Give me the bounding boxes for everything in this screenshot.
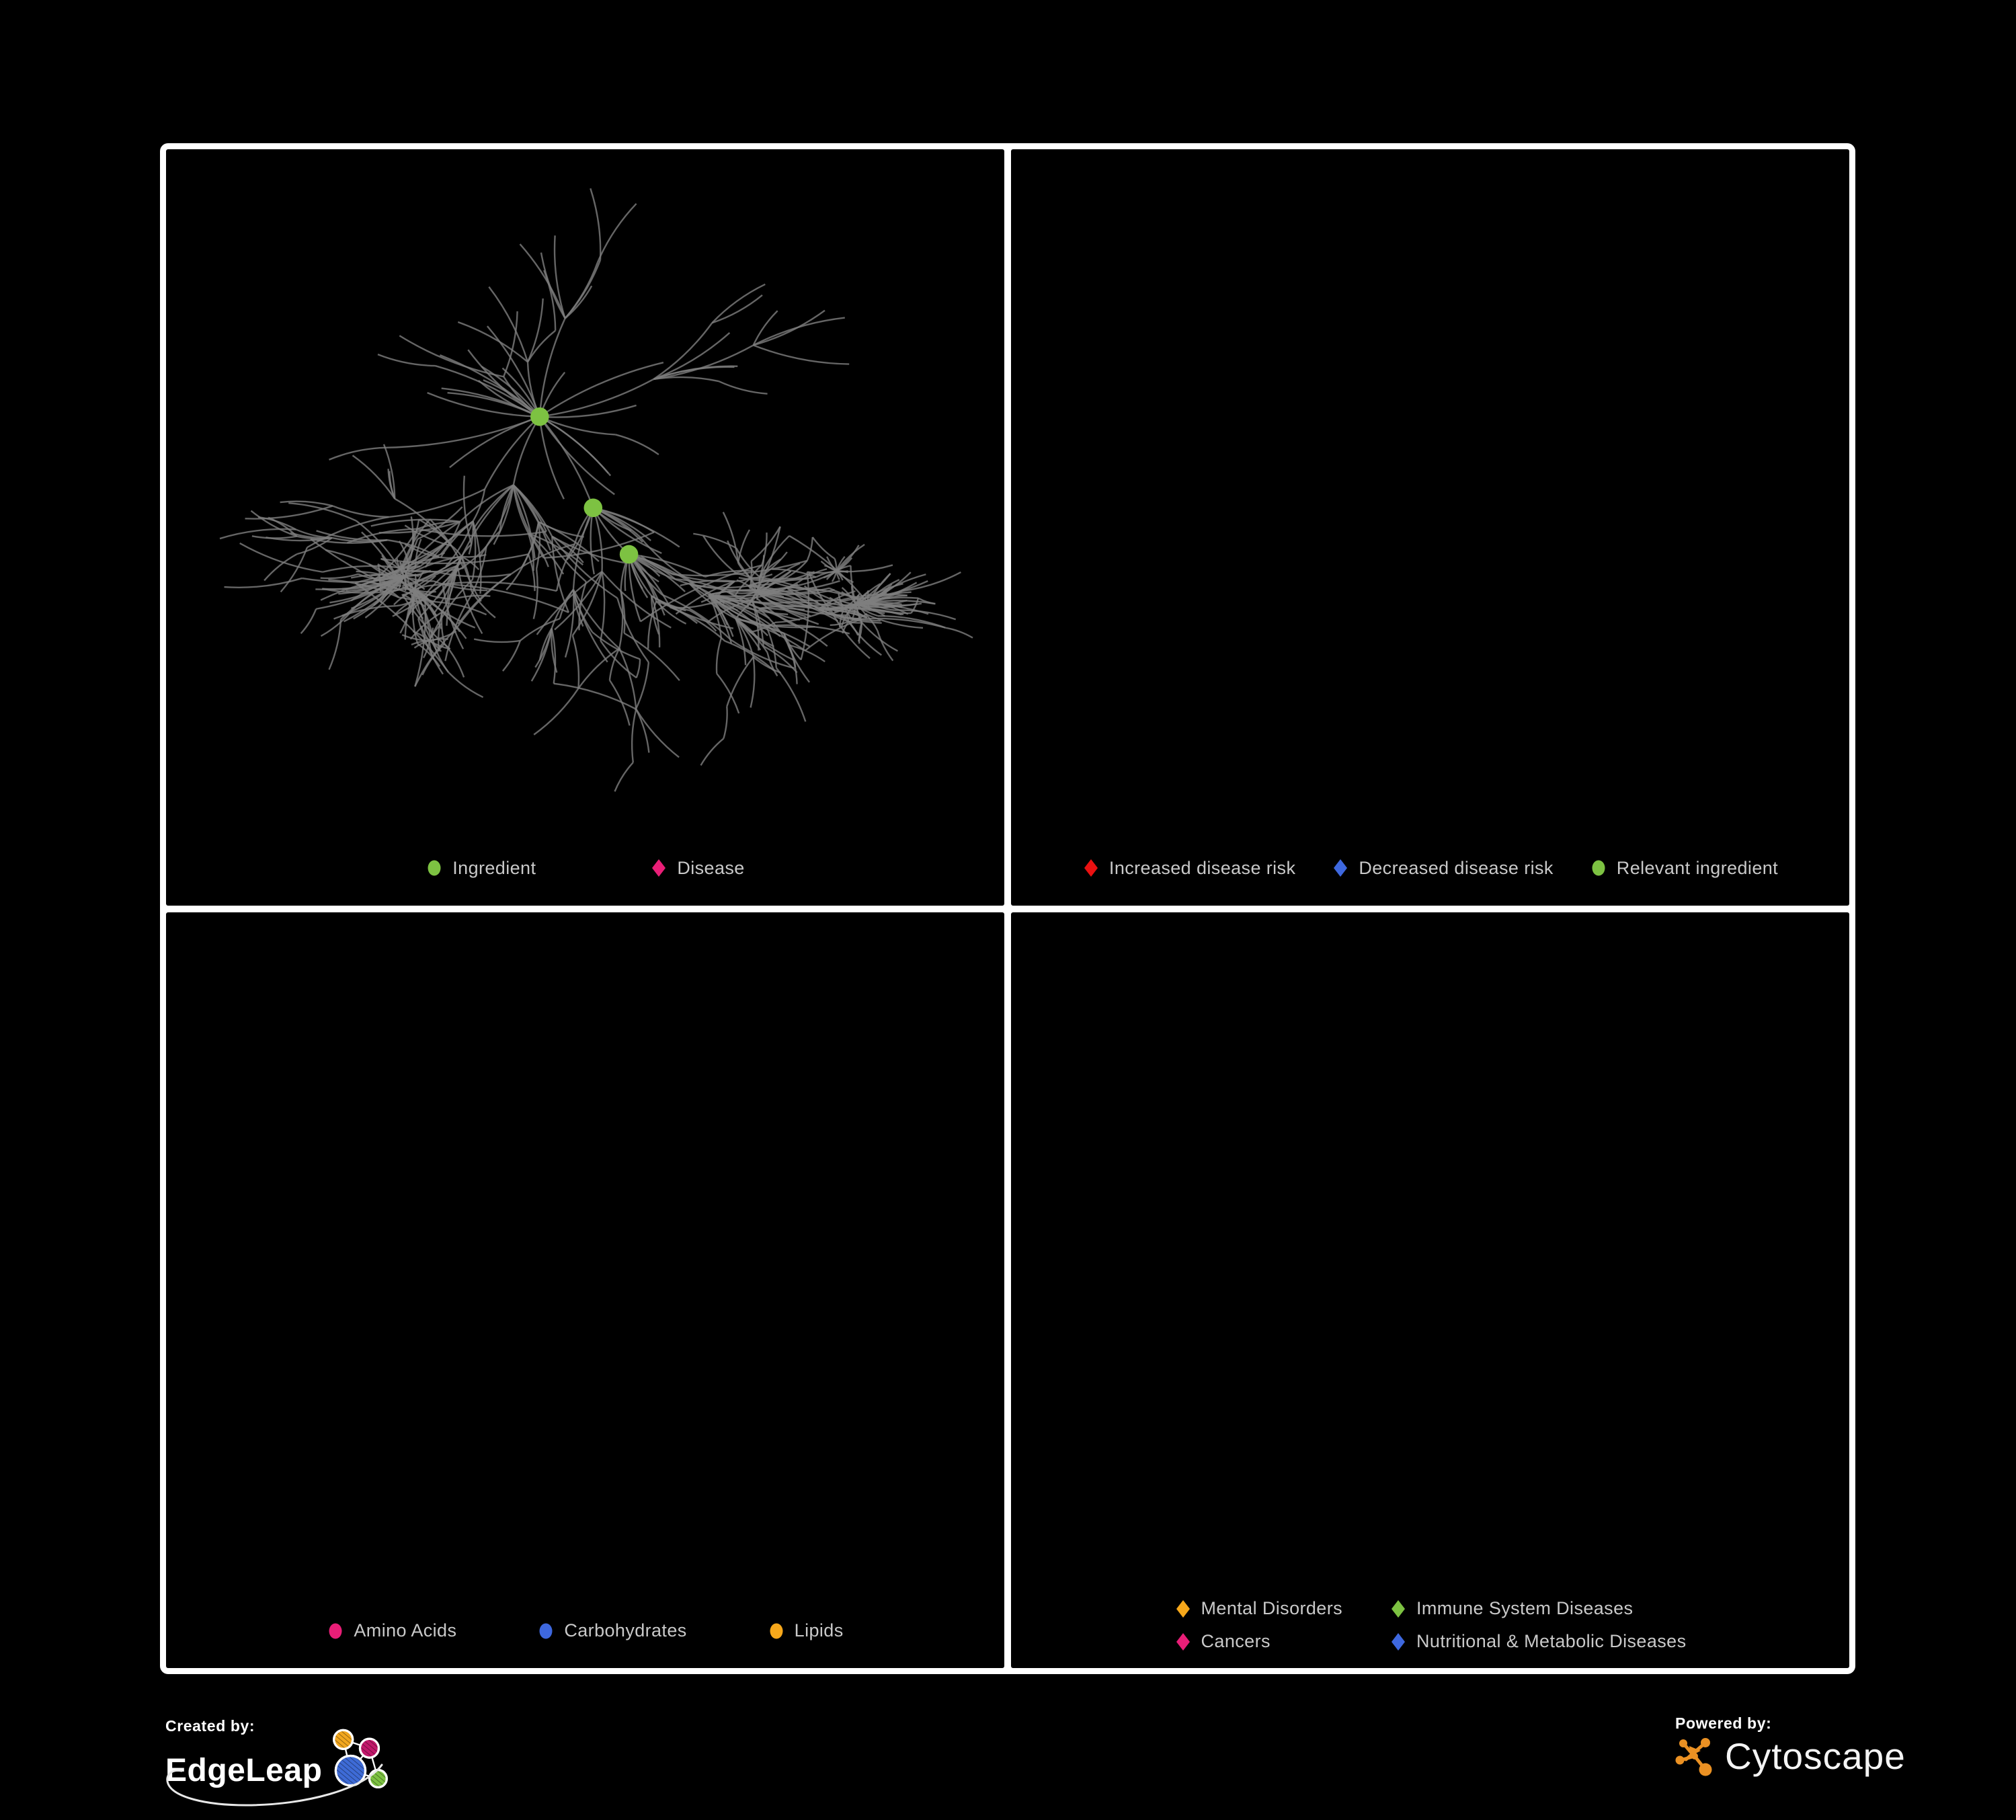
legend-label: Carbohydrates — [564, 1620, 687, 1640]
diamond-legend-icon — [1334, 859, 1348, 877]
legend-label: Decreased disease risk — [1359, 857, 1554, 878]
legend-item: Ingredient — [426, 858, 536, 879]
circle-legend-icon — [1592, 860, 1605, 876]
legend-ingredient-classes: Amino Acids Carbohydrates Lipids — [166, 1620, 1004, 1641]
network-ingredients-diseases — [219, 188, 973, 792]
diamond-legend-icon — [1176, 1599, 1190, 1618]
legend-item: Disease — [650, 858, 744, 879]
diamond-legend-icon — [1392, 1599, 1405, 1618]
panel-ingredient-classes: Amino Acids Carbohydrates Lipids — [166, 912, 1004, 1669]
legend-item: Increased disease risk — [1082, 858, 1295, 879]
legend-label: Increased disease risk — [1108, 857, 1296, 878]
circle-legend-icon — [329, 1623, 342, 1638]
legend-disease-risk: Increased disease risk Decreased disease … — [1011, 858, 1849, 879]
legend-item: Cancers — [1174, 1631, 1342, 1652]
legend-label: Ingredient — [452, 857, 536, 878]
legend-label: Disease — [677, 857, 745, 878]
legend-item: Decreased disease risk — [1332, 858, 1553, 879]
diamond-legend-icon — [1392, 1632, 1405, 1651]
network-disease-classes — [1011, 912, 1849, 1669]
circle-legend-icon — [770, 1623, 783, 1638]
diamond-legend-icon — [1176, 1632, 1190, 1651]
panel-disease-classes: Mental Disorders Immune System Diseases Ca… — [1011, 912, 1849, 1669]
created-by-credit: Created by: EdgeLeap — [165, 1717, 392, 1807]
cytoscape-logo-icon — [1675, 1738, 1712, 1776]
network-disease-risk — [1011, 149, 1849, 906]
legend-item: Immune System Diseases — [1389, 1598, 1686, 1619]
powered-by-label: Powered by: — [1675, 1714, 1772, 1732]
legend-ingredients-diseases: Ingredient Disease — [166, 858, 1004, 879]
created-by-label: Created by: — [165, 1717, 255, 1735]
legend-disease-classes: Mental Disorders Immune System Diseases Ca… — [1011, 1598, 1849, 1652]
panel-ingredients-diseases: Ingredient Disease — [166, 149, 1004, 906]
legend-label: Mental Disorders — [1201, 1598, 1342, 1618]
panel-disease-risk: Increased disease risk Decreased disease … — [1011, 149, 1849, 906]
powered-by-credit: Powered by: Cytoscape — [1675, 1714, 1906, 1777]
circle-legend-icon — [539, 1623, 553, 1638]
circle-legend-icon — [428, 860, 441, 876]
legend-label: Relevant ingredient — [1616, 857, 1779, 878]
panels-grid: Ingredient Disease Increased disease risk… — [160, 143, 1855, 1674]
legend-label: Amino Acids — [354, 1620, 457, 1640]
diamond-legend-icon — [652, 859, 666, 877]
legend-item: Carbohydrates — [537, 1620, 686, 1641]
legend-label: Immune System Diseases — [1416, 1598, 1634, 1618]
edgeleap-brand-text: EdgeLeap — [165, 1753, 323, 1788]
legend-item: Mental Disorders — [1174, 1598, 1342, 1619]
cytoscape-brand-text: Cytoscape — [1725, 1735, 1906, 1777]
legend-label: Nutritional & Metabolic Diseases — [1416, 1631, 1687, 1651]
legend-label: Lipids — [794, 1620, 844, 1640]
network-ingredient-classes — [166, 912, 1004, 1669]
legend-item: Lipids — [768, 1620, 844, 1641]
legend-item: Nutritional & Metabolic Diseases — [1389, 1631, 1686, 1652]
legend-item: Relevant ingredient — [1590, 858, 1778, 879]
edgeleap-logo-icon — [333, 1729, 389, 1788]
legend-item: Amino Acids — [327, 1620, 456, 1641]
legend-label: Cancers — [1201, 1631, 1271, 1651]
diamond-legend-icon — [1084, 859, 1098, 877]
